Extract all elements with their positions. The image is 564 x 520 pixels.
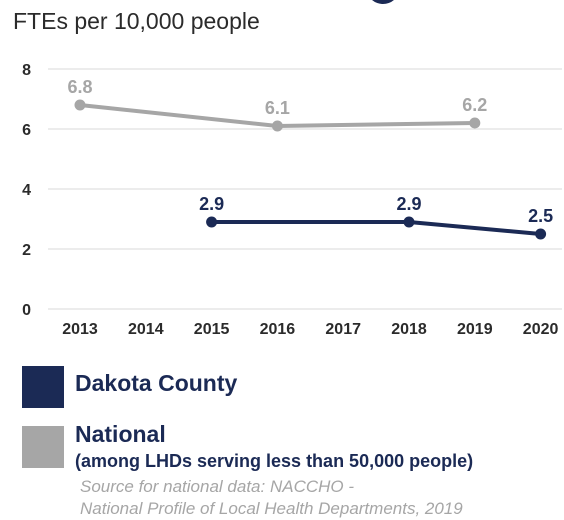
x-tick-label: 2020 xyxy=(523,321,559,338)
data-points xyxy=(74,99,547,240)
data-labels: 6.8 6.1 6.2 2.9 2.9 2.5 xyxy=(67,77,553,226)
data-label-national: 6.1 xyxy=(265,98,290,118)
source-note-line-2: National Profile of Local Health Departm… xyxy=(80,499,463,518)
legend-swatch-national xyxy=(22,426,64,468)
legend-label-national: National xyxy=(75,421,166,447)
line-chart: 0 2 4 6 8 2013 2014 2015 2016 2017 2018 2019 2020 6… xyxy=(22,62,562,338)
data-label-dakota-county: 2.9 xyxy=(199,194,224,214)
grid-lines xyxy=(48,68,562,310)
data-point-dakota-county xyxy=(403,216,415,228)
chart-title: FTEs per 10,000 people xyxy=(13,8,260,34)
data-point-dakota-county xyxy=(535,228,547,240)
y-tick-label: 0 xyxy=(22,302,31,319)
x-tick-label: 2017 xyxy=(325,321,361,338)
x-tick-label: 2016 xyxy=(260,321,296,338)
data-label-dakota-county: 2.5 xyxy=(528,206,553,226)
x-tick-label: 2019 xyxy=(457,321,493,338)
y-tick-label: 6 xyxy=(22,122,31,139)
y-axis-ticks: 0 2 4 6 8 xyxy=(22,62,31,319)
x-tick-label: 2013 xyxy=(62,321,98,338)
x-tick-label: 2014 xyxy=(128,321,164,338)
y-tick-label: 8 xyxy=(22,62,31,79)
data-point-national xyxy=(271,120,283,132)
legend-swatch-dakota-county xyxy=(22,366,64,408)
data-point-national xyxy=(469,117,481,129)
x-tick-label: 2015 xyxy=(194,321,230,338)
data-point-dakota-county xyxy=(206,216,218,228)
data-label-national: 6.8 xyxy=(67,77,92,97)
cropped-glyph xyxy=(368,0,398,4)
series-line-dakota-county xyxy=(209,220,543,236)
legend-sublabel-national: (among LHDs serving less than 50,000 peo… xyxy=(75,451,474,471)
source-note-line-1: Source for national data: NACCHO - xyxy=(80,477,355,496)
x-axis-ticks: 2013 2014 2015 2016 2017 2018 2019 2020 xyxy=(62,321,558,338)
y-tick-label: 2 xyxy=(22,242,31,259)
data-point-national xyxy=(74,99,86,111)
cropped-heading-fragment xyxy=(0,0,564,6)
legend-label-dakota-county: Dakota County xyxy=(75,370,238,396)
x-tick-label: 2018 xyxy=(391,321,427,338)
y-tick-label: 4 xyxy=(22,182,31,199)
data-label-national: 6.2 xyxy=(462,95,487,115)
data-label-dakota-county: 2.9 xyxy=(396,194,421,214)
